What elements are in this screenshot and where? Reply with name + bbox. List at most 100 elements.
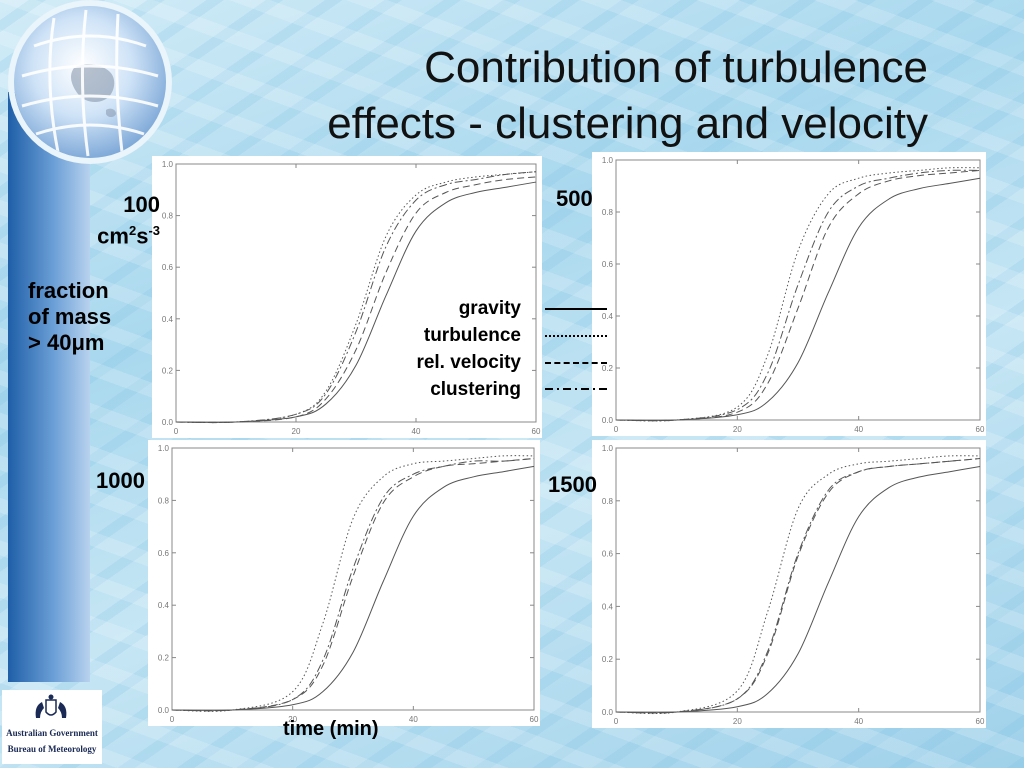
y-tick-label: 0.0 xyxy=(602,416,614,425)
unit-base: cm xyxy=(97,223,129,249)
x-tick-label: 0 xyxy=(614,425,619,434)
chart-svg-1000: 0.0 0.2 0.4 0.6 0.8 1.0 0 20 40 60 xyxy=(158,444,539,724)
y-axis-title-line-1: fraction xyxy=(28,278,109,303)
x-tick-label: 20 xyxy=(292,427,301,436)
legend-swatch-rel-velocity xyxy=(545,362,607,364)
x-tick-label: 40 xyxy=(854,717,863,726)
y-axis-title-m: m xyxy=(84,330,105,355)
chart-panel-500: 0.0 0.2 0.4 0.6 0.8 1.0 0 20 40 60 xyxy=(592,152,986,436)
series-line-clustering xyxy=(171,457,535,712)
logo-line-2: Bureau of Meteorology xyxy=(7,744,97,754)
y-tick-label: 0.6 xyxy=(162,263,174,272)
legend-label-clustering: clustering xyxy=(430,379,521,400)
y-tick-label: 0.6 xyxy=(158,549,170,558)
y-axis-title-line-3: > 40 xyxy=(28,330,72,355)
series-line-turbulence xyxy=(171,455,535,712)
chart-svg-100: 0.0 0.2 0.4 0.6 0.8 1.0 0 20 40 60 xyxy=(162,160,541,436)
y-axis-title-line-2: of mass xyxy=(28,304,112,329)
x-tick-label: 20 xyxy=(733,425,742,434)
plot-frame xyxy=(175,163,537,423)
series-line-gravity xyxy=(615,177,981,421)
y-tick-label: 0.2 xyxy=(602,655,614,664)
logo-line-1: Australian Government xyxy=(6,728,98,738)
bureau-logo: Australian Government Bureau of Meteorol… xyxy=(2,690,102,764)
unit-sup-2: -3 xyxy=(148,223,160,238)
x-tick-label: 60 xyxy=(532,427,541,436)
x-tick-label: 0 xyxy=(174,427,179,436)
y-tick-label: 0.4 xyxy=(162,315,174,324)
plot-frame xyxy=(615,159,981,421)
panel-label-100-value: 100 xyxy=(123,192,160,217)
unit-s: s xyxy=(136,223,149,249)
y-tick-label: 0.4 xyxy=(602,602,614,611)
series-line-clustering xyxy=(615,169,981,422)
y-tick-label: 0.2 xyxy=(158,654,170,663)
legend-item-rel-velocity: rel. velocity xyxy=(385,350,615,376)
decorative-side-bar xyxy=(8,92,90,682)
legend-swatch-clustering xyxy=(545,388,607,390)
y-tick-label: 0.4 xyxy=(602,312,614,321)
x-tick-label: 0 xyxy=(614,717,619,726)
series-line-gravity xyxy=(175,181,537,423)
x-tick-label: 60 xyxy=(976,717,985,726)
title-line-1: Contribution of turbulence xyxy=(424,43,928,92)
x-tick-label: 0 xyxy=(170,715,175,724)
x-tick-label: 20 xyxy=(733,717,742,726)
legend-label-gravity: gravity xyxy=(458,298,521,319)
y-tick-label: 0.4 xyxy=(158,601,170,610)
legend-item-clustering: clustering xyxy=(385,377,615,403)
y-tick-label: 0.0 xyxy=(158,706,170,715)
series-line-rel-velocity xyxy=(615,169,981,422)
y-tick-label: 0.8 xyxy=(602,208,614,217)
y-axis-title: fraction of mass > 40μm xyxy=(28,278,111,356)
y-tick-label: 0.6 xyxy=(602,550,614,559)
panel-label-100: 100 cm2s-3 xyxy=(78,192,160,249)
x-axis-title: time (min) xyxy=(283,718,379,740)
y-tick-label: 1.0 xyxy=(602,156,614,165)
y-tick-label: 0.0 xyxy=(602,708,614,717)
x-tick-label: 20 xyxy=(288,715,297,724)
legend-swatch-turbulence xyxy=(545,335,607,337)
x-tick-label: 60 xyxy=(976,425,985,434)
x-tick-label: 40 xyxy=(409,715,418,724)
y-tick-label: 0.8 xyxy=(158,496,170,505)
chart-panel-1500: 0.0 0.2 0.4 0.6 0.8 1.0 0 20 40 60 xyxy=(592,440,986,728)
coat-of-arms-icon xyxy=(35,694,67,718)
series-line-gravity xyxy=(615,465,981,713)
panel-label-1000: 1000 xyxy=(96,468,145,493)
plot-frame xyxy=(171,447,535,711)
series-line-gravity xyxy=(171,465,535,711)
chart-svg-500: 0.0 0.2 0.4 0.6 0.8 1.0 0 20 40 60 xyxy=(602,156,985,434)
globe-icon xyxy=(14,6,166,158)
chart-svg-1500: 0.0 0.2 0.4 0.6 0.8 1.0 0 20 40 60 xyxy=(602,444,985,726)
y-tick-label: 0.2 xyxy=(602,364,614,373)
x-tick-label: 40 xyxy=(854,425,863,434)
legend-item-gravity: gravity xyxy=(385,296,615,322)
slide-title: Contribution of turbulence effects - clu… xyxy=(208,40,928,152)
panel-label-500: 500 xyxy=(556,186,593,211)
y-axis-title-mu: μ xyxy=(71,330,85,355)
plot-frame xyxy=(615,447,981,713)
chart-panel-1000: 0.0 0.2 0.4 0.6 0.8 1.0 0 20 40 60 xyxy=(148,440,540,726)
series-line-turbulence xyxy=(615,455,981,715)
y-tick-label: 1.0 xyxy=(158,444,170,453)
title-line-2: effects - clustering and velocity xyxy=(327,99,928,148)
y-tick-label: 0.0 xyxy=(162,418,174,427)
series-line-rel-velocity xyxy=(615,458,981,714)
series-line-rel-velocity xyxy=(171,457,535,712)
series-line-clustering xyxy=(615,458,981,714)
y-tick-label: 1.0 xyxy=(602,444,614,453)
y-tick-label: 0.2 xyxy=(162,366,174,375)
x-tick-label: 60 xyxy=(530,715,539,724)
y-tick-label: 0.8 xyxy=(602,497,614,506)
y-tick-label: 1.0 xyxy=(162,160,174,169)
unit-sup-1: 2 xyxy=(128,223,137,238)
series-line-turbulence xyxy=(615,167,981,422)
legend-swatch-gravity xyxy=(545,308,607,310)
panel-label-1500: 1500 xyxy=(548,472,597,497)
x-tick-label: 40 xyxy=(412,427,421,436)
legend-label-turbulence: turbulence xyxy=(423,325,521,346)
legend-label-rel-velocity: rel. velocity xyxy=(416,352,521,373)
y-tick-label: 0.8 xyxy=(162,212,174,221)
series-line-clustering xyxy=(175,171,537,424)
